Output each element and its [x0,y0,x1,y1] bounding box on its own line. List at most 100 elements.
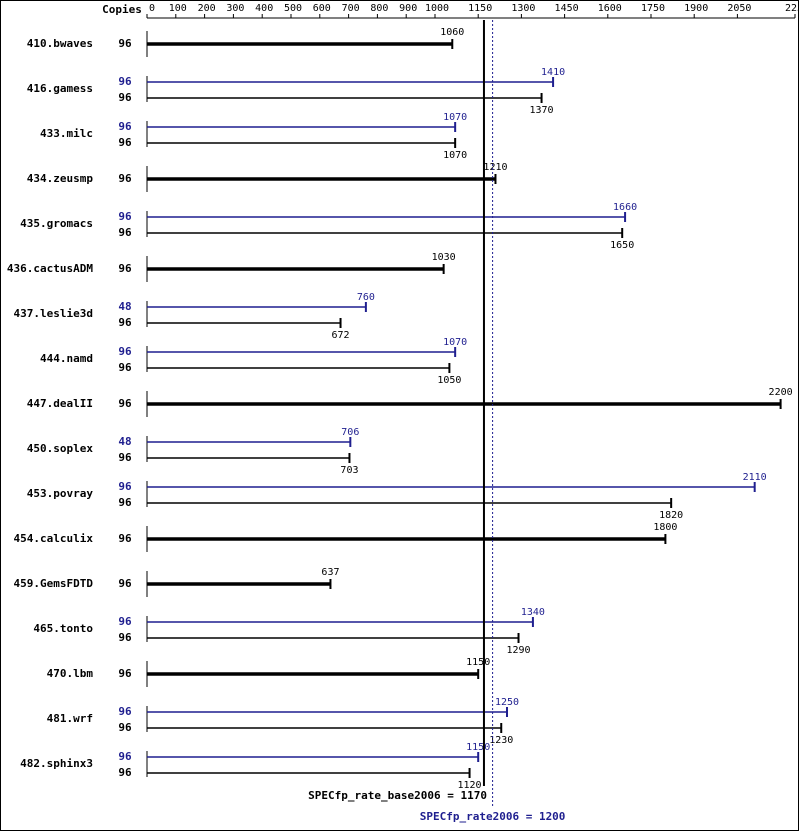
x-tick-label: 1600 [598,3,622,14]
base-value-label: 637 [321,567,339,578]
benchmark-label: 437.leslie3d [14,307,93,320]
base-copies: 96 [118,37,132,50]
reference-label: SPECfp_rate_base2006 = 1170 [308,789,487,802]
benchmark-label: 444.namd [40,352,93,365]
copies-header: Copies [102,3,142,16]
benchmark-label: 450.soplex [27,442,94,455]
benchmark-label: 436.cactusADM [7,262,93,275]
x-tick-label: 1300 [511,3,535,14]
bar [147,77,555,87]
reference-label: SPECfp_rate2006 = 1200 [420,810,566,823]
bar [147,768,471,778]
bar [147,707,508,717]
peak-copies: 96 [118,480,132,493]
bar [147,212,627,222]
x-tick-label: 100 [169,3,187,14]
peak-copies: 48 [118,435,131,448]
base-value-label: 1070 [443,150,467,161]
peak-value-label: 1150 [466,742,490,753]
peak-value-label: 706 [341,427,359,438]
bar [147,39,454,49]
bar [147,318,342,328]
benchmark-label: 470.lbm [47,667,94,680]
peak-copies: 96 [118,705,132,718]
peak-value-label: 1070 [443,337,467,348]
x-tick-label: 1750 [641,3,665,14]
peak-value-label: 1070 [443,112,467,123]
base-value-label: 1230 [489,735,513,746]
base-value-label: 1370 [530,105,554,116]
bar [147,347,457,357]
x-tick-label: 300 [226,3,244,14]
base-copies: 96 [118,91,132,104]
peak-value-label: 1410 [541,67,565,78]
benchmark-label: 433.milc [40,127,93,140]
peak-copies: 96 [118,345,132,358]
benchmark-label: 447.dealII [27,397,93,410]
base-copies: 96 [118,361,132,374]
x-tick-label: 500 [284,3,302,14]
peak-copies: 96 [118,615,132,628]
x-tick-label: 200 [198,3,216,14]
x-tick-label: 600 [313,3,331,14]
base-copies: 96 [118,577,132,590]
peak-value-label: 1250 [495,697,519,708]
benchmark-label: 410.bwaves [27,37,93,50]
x-tick-label: 1450 [555,3,579,14]
base-copies: 96 [118,532,132,545]
peak-value-label: 2110 [743,472,767,483]
x-tick-label: 700 [342,3,360,14]
x-tick-label: 800 [370,3,388,14]
base-value-label: 1120 [458,780,482,791]
bar [147,437,352,447]
base-copies: 96 [118,451,132,464]
x-tick-label: 1900 [684,3,708,14]
bar [147,228,624,238]
bar [147,482,756,492]
base-copies: 96 [118,226,132,239]
bar [147,669,480,679]
benchmark-label: 482.sphinx3 [20,757,93,770]
bar [147,302,367,312]
peak-value-label: 1660 [613,202,637,213]
base-value-label: 1030 [432,252,456,263]
x-tick-label: 2050 [727,3,751,14]
base-copies: 96 [118,721,132,734]
x-tick-label: 1000 [425,3,449,14]
base-copies: 96 [118,136,132,149]
benchmark-label: 481.wrf [47,712,93,725]
bar [147,752,480,762]
bar [147,617,534,627]
bar [147,174,497,184]
base-value-label: 703 [340,465,358,476]
bar [147,93,543,103]
peak-copies: 96 [118,750,132,763]
base-value-label: 1650 [610,240,634,251]
base-value-label: 1050 [437,375,461,386]
bar [147,498,673,508]
bar [147,453,351,463]
base-copies: 96 [118,667,132,680]
benchmark-label: 459.GemsFDTD [14,577,94,590]
base-copies: 96 [118,496,132,509]
peak-copies: 48 [118,300,131,313]
x-tick-label: 400 [255,3,273,14]
base-copies: 96 [118,766,132,779]
base-value-label: 1060 [440,27,464,38]
base-value-label: 1800 [653,522,677,533]
base-copies: 96 [118,262,132,275]
bar [147,633,520,643]
x-tick-label: 2250 [785,3,799,14]
bar [147,122,457,132]
peak-copies: 96 [118,75,132,88]
base-value-label: 672 [332,330,350,341]
bar [147,138,457,148]
benchmark-label: 453.povray [27,487,94,500]
peak-copies: 96 [118,120,132,133]
base-copies: 96 [118,631,132,644]
base-value-label: 1820 [659,510,683,521]
benchmark-label: 416.gamess [27,82,93,95]
